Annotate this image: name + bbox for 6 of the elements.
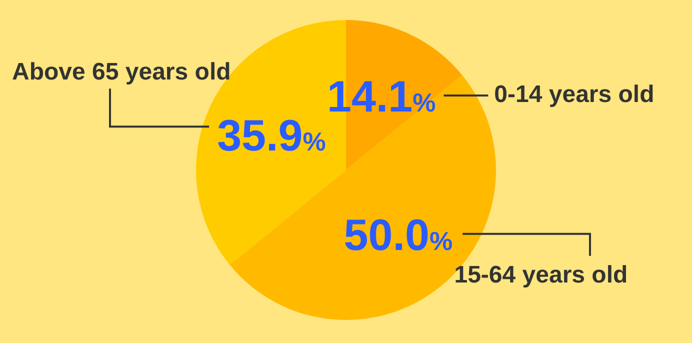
slice-label: 15-64 years old xyxy=(454,262,628,289)
data-label: 14.1% xyxy=(326,72,436,122)
data-label: 35.9% xyxy=(217,112,326,161)
data-label: 50.0% xyxy=(344,210,453,260)
slice-label: 0-14 years old xyxy=(494,81,654,108)
slice-label: Above 65 years old xyxy=(12,58,231,86)
